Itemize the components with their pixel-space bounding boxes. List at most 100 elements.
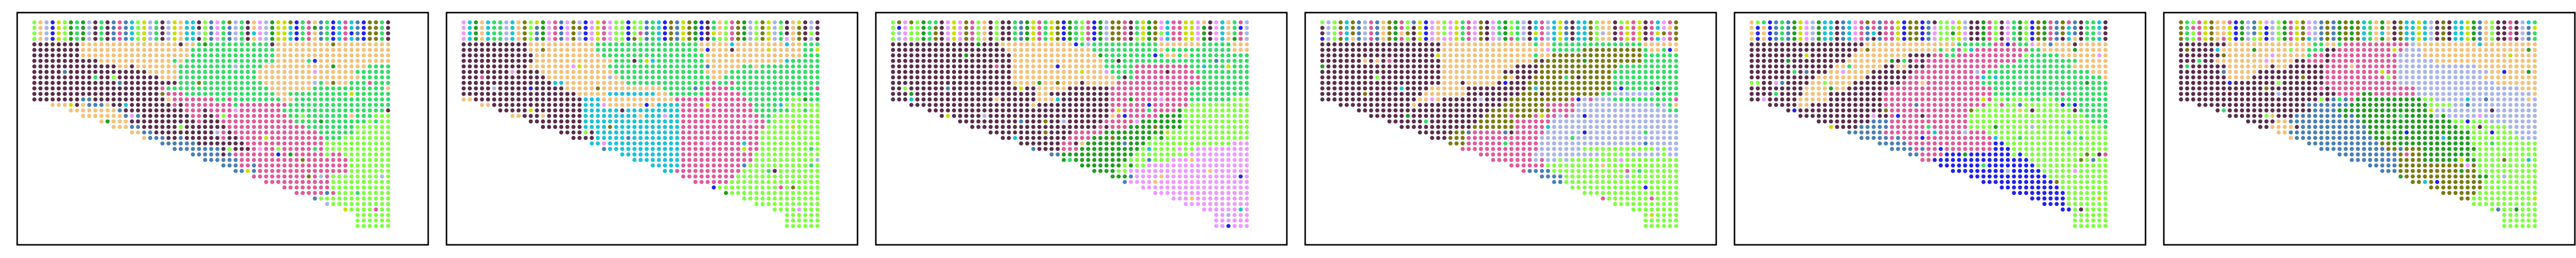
spot-point	[374, 142, 378, 146]
spot-point	[596, 92, 600, 96]
spot-point	[596, 32, 600, 36]
spot-point	[343, 174, 347, 178]
spot-point	[1393, 119, 1397, 123]
spot-point	[234, 75, 238, 79]
spot-point	[742, 20, 746, 24]
spot-point	[1190, 32, 1194, 36]
spot-point	[148, 48, 152, 52]
spot-point	[1214, 48, 1218, 52]
spot-point	[779, 197, 783, 201]
spot-point	[1086, 130, 1090, 134]
spot-point	[952, 59, 956, 63]
spot-point	[368, 208, 372, 212]
spot-point	[767, 81, 771, 85]
spot-point	[1153, 26, 1157, 30]
spot-point	[209, 42, 213, 46]
spot-point	[319, 169, 323, 173]
spot-point	[1056, 70, 1060, 74]
spot-point	[1153, 163, 1157, 167]
spot-point	[313, 59, 317, 63]
spot-point	[148, 32, 152, 36]
spot-point	[93, 70, 97, 74]
spot-point	[313, 37, 317, 41]
spot-point	[289, 92, 293, 96]
spot-point	[748, 70, 752, 74]
spot-point	[1326, 64, 1330, 68]
spot-point	[270, 37, 274, 41]
spot-point	[1239, 142, 1243, 146]
spot-point	[1244, 147, 1249, 151]
spot-point	[803, 125, 807, 129]
spot-point	[386, 191, 390, 195]
spot-point	[1049, 119, 1053, 123]
spot-point	[136, 32, 140, 36]
spot-point	[761, 59, 765, 63]
spot-point	[380, 103, 384, 107]
spot-point	[559, 32, 563, 36]
spot-point	[767, 174, 771, 178]
spot-point	[809, 213, 813, 217]
spot-point	[1099, 108, 1103, 112]
spot-point	[748, 147, 752, 151]
spot-point	[374, 174, 378, 178]
spot-point	[940, 103, 944, 107]
spot-point	[1388, 26, 1392, 30]
spot-point	[700, 125, 704, 129]
spot-point	[69, 59, 73, 63]
spot-point	[234, 64, 238, 68]
spot-point	[989, 37, 993, 41]
spot-point	[1049, 125, 1053, 129]
spot-point	[946, 20, 950, 24]
spot-point	[1044, 81, 1048, 85]
spot-point	[1436, 20, 1440, 24]
spot-point	[1141, 75, 1145, 79]
spot-point	[380, 53, 384, 57]
spot-point	[785, 20, 789, 24]
spot-point	[1232, 42, 1236, 46]
spot-point	[368, 97, 372, 101]
spot-point	[1214, 42, 1218, 46]
spot-point	[386, 70, 390, 74]
spot-point	[511, 103, 515, 107]
spot-point	[215, 103, 219, 107]
spot-point	[1244, 191, 1249, 195]
spot-point	[511, 108, 515, 112]
spot-point	[681, 20, 685, 24]
spot-point	[602, 42, 606, 46]
spot-point	[620, 153, 624, 157]
spot-point	[657, 37, 661, 41]
spot-point	[1111, 75, 1115, 79]
spot-point	[319, 158, 323, 162]
spot-point	[258, 87, 262, 91]
spot-point	[958, 92, 962, 96]
spot-point	[736, 81, 740, 85]
spot-point	[197, 153, 201, 157]
spot-point	[1147, 81, 1151, 85]
spot-point	[767, 20, 771, 24]
spot-point	[1338, 37, 1342, 41]
spot-point	[313, 75, 317, 79]
spot-point	[626, 119, 630, 123]
spot-point	[1208, 114, 1212, 118]
spot-point	[614, 87, 618, 91]
spot-point	[559, 26, 563, 30]
spot-point	[1074, 87, 1078, 91]
spot-point	[535, 92, 539, 96]
spot-point	[1338, 48, 1342, 52]
spot-point	[38, 59, 42, 63]
spot-point	[1393, 64, 1397, 68]
spot-point	[791, 153, 795, 157]
spot-point	[276, 114, 280, 118]
spot-point	[246, 26, 250, 30]
spot-point	[1178, 64, 1182, 68]
spot-point	[1232, 197, 1236, 201]
spot-point	[87, 114, 91, 118]
spot-point	[608, 70, 612, 74]
spot-point	[124, 75, 128, 79]
spot-point	[112, 20, 116, 24]
spot-point	[773, 42, 777, 46]
spot-point	[940, 81, 944, 85]
spot-point	[657, 153, 661, 157]
spot-point	[173, 53, 177, 57]
spot-point	[1244, 92, 1249, 96]
